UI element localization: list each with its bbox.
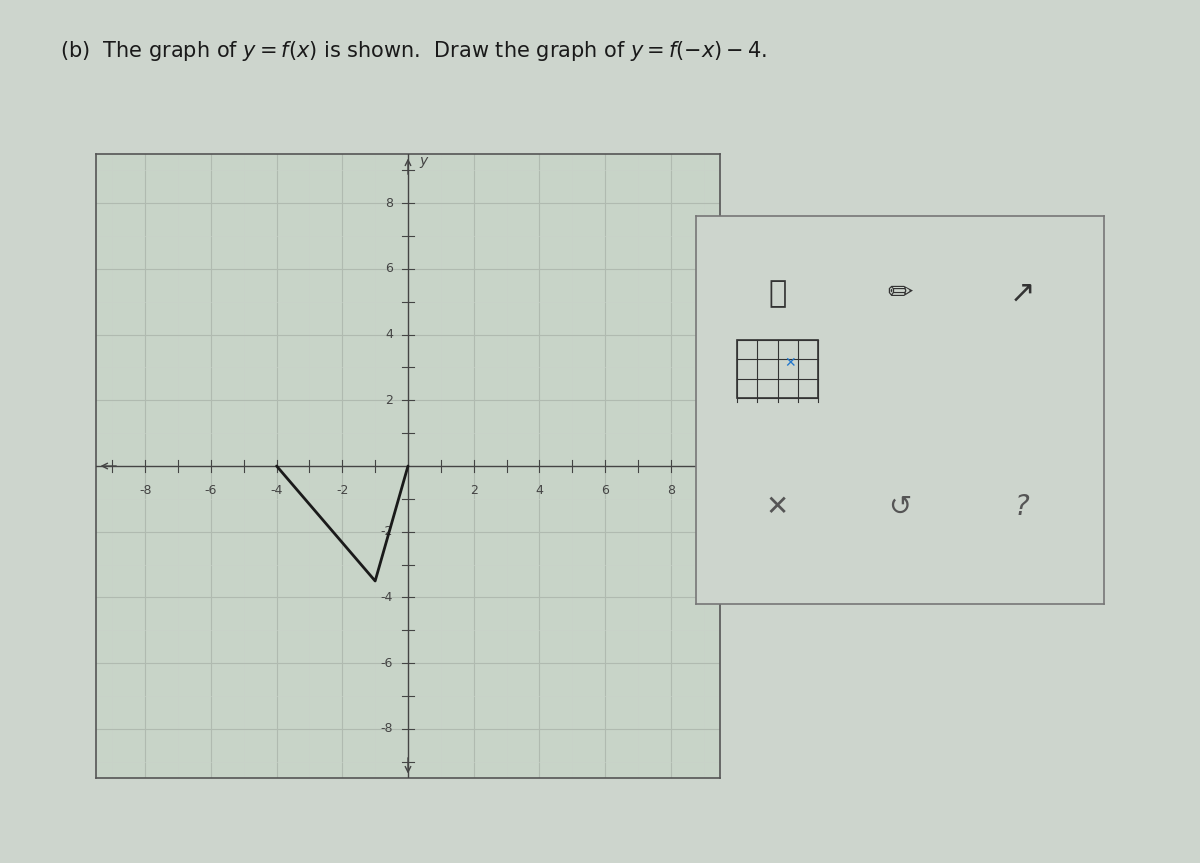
Text: 8: 8: [385, 197, 394, 210]
Text: $x$: $x$: [709, 434, 720, 448]
Text: 6: 6: [601, 484, 608, 497]
Text: -8: -8: [380, 722, 394, 735]
Bar: [737, 340, 818, 399]
Text: (b)  The graph of $y = f(x)$ is shown.  Draw the graph of $y = f(-x) - 4$.: (b) The graph of $y = f(x)$ is shown. Dr…: [60, 39, 767, 63]
Text: ✕: ✕: [784, 356, 796, 370]
Text: 4: 4: [535, 484, 544, 497]
Text: -2: -2: [336, 484, 348, 497]
Text: 2: 2: [385, 394, 394, 406]
Text: ↗: ↗: [1009, 279, 1036, 308]
Text: $y$: $y$: [420, 154, 431, 170]
Text: -4: -4: [380, 591, 394, 604]
Text: 4: 4: [385, 328, 394, 341]
Text: ?: ?: [1015, 493, 1030, 521]
Text: 2: 2: [469, 484, 478, 497]
Text: 6: 6: [385, 262, 394, 275]
Text: -4: -4: [270, 484, 283, 497]
Text: ⬜: ⬜: [768, 279, 787, 308]
Text: ✕: ✕: [766, 493, 790, 521]
Text: -6: -6: [380, 657, 394, 670]
Text: 8: 8: [667, 484, 674, 497]
Text: -8: -8: [139, 484, 151, 497]
Text: ↺: ↺: [888, 493, 912, 521]
Text: -2: -2: [380, 526, 394, 539]
Text: -6: -6: [205, 484, 217, 497]
Text: ✏: ✏: [887, 279, 913, 308]
